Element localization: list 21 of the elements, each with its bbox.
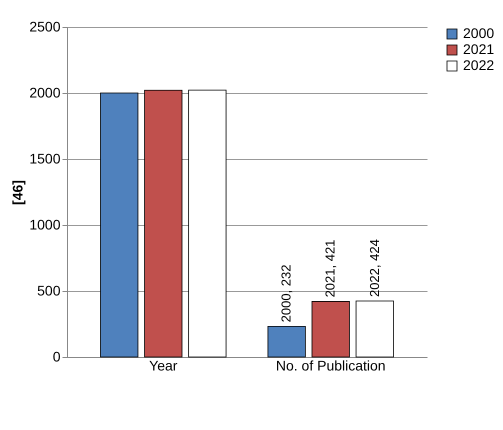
data-label: 2022, 424 [366, 239, 382, 298]
x-tick-label: Year [149, 358, 178, 374]
y-tick-label: 0 [52, 348, 61, 364]
x-tick-label: No. of Publication [276, 358, 386, 374]
bar [356, 300, 394, 358]
bar [188, 90, 226, 358]
bar [100, 92, 138, 358]
data-label: 2000, 232 [278, 264, 294, 322]
bar [312, 301, 350, 358]
y-tick-label: 1500 [29, 150, 61, 166]
bar [144, 90, 182, 358]
legend-label: 2000 [463, 25, 494, 41]
y-tick-label: 1000 [29, 216, 61, 232]
legend-label: 2021 [463, 41, 494, 57]
bar [268, 326, 306, 358]
y-tick-label: 2000 [29, 84, 61, 100]
y-tick-label: 2500 [29, 18, 61, 34]
y-tick-label: 500 [37, 282, 61, 298]
legend-label: 2022 [463, 57, 494, 73]
data-label: 2021, 421 [322, 240, 338, 298]
y-axis-title: [46] [9, 180, 26, 205]
